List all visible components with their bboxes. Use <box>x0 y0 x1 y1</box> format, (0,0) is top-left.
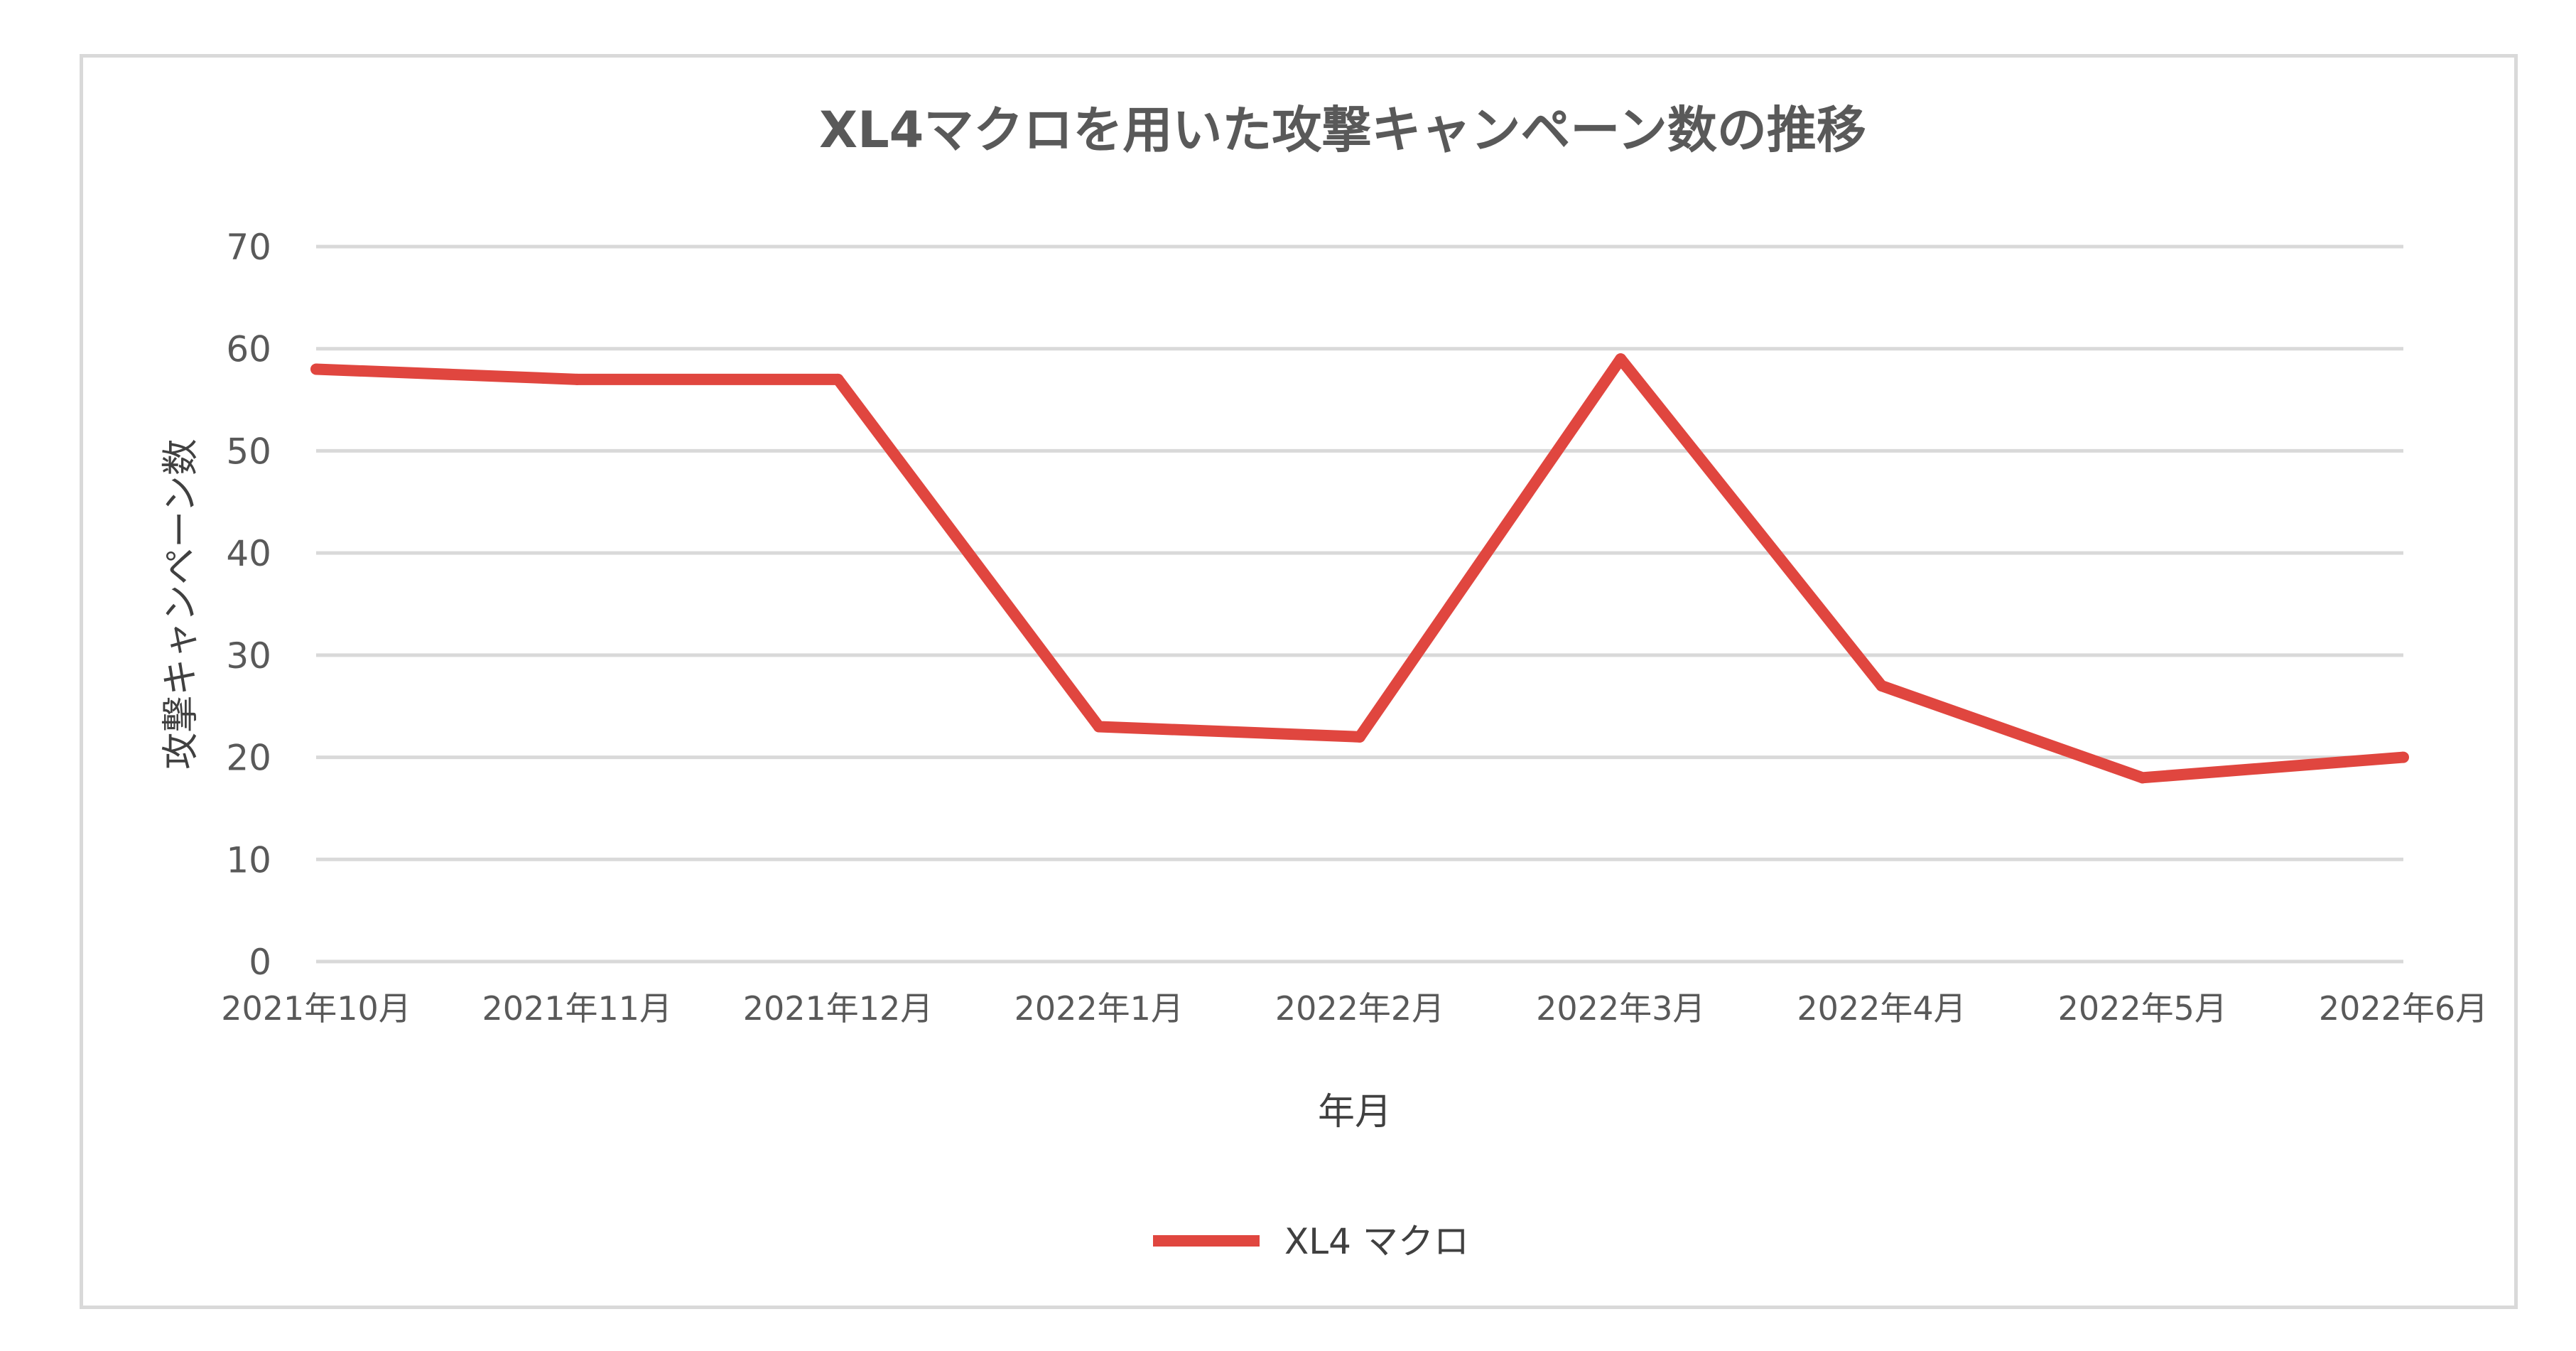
legend-label: XL4 マクロ <box>1284 1221 1469 1262</box>
data-point <box>310 363 322 375</box>
y-tick-label: 60 <box>226 329 271 370</box>
data-point <box>1615 353 1627 365</box>
y-axis-ticks: 0 10 20 30 40 50 60 70 <box>226 227 271 983</box>
legend: XL4 マクロ <box>1153 1221 1469 1262</box>
x-tick-label: 2021年12月 <box>743 989 933 1028</box>
x-tick-label: 2022年4月 <box>1797 989 1966 1028</box>
series-line <box>315 353 2404 784</box>
y-tick-label: 0 <box>249 942 271 983</box>
x-tick-label: 2022年3月 <box>1536 989 1705 1028</box>
data-point <box>2136 772 2148 784</box>
y-tick-label: 30 <box>226 635 271 677</box>
x-tick-label: 2022年2月 <box>1275 989 1444 1028</box>
y-tick-label: 70 <box>226 227 271 268</box>
x-tick-label: 2022年1月 <box>1014 989 1184 1028</box>
chart-title: XL4マクロを用いた攻撃キャンペーン数の推移 <box>819 101 1866 159</box>
data-point <box>2398 751 2409 763</box>
series-layer <box>310 353 2409 784</box>
x-axis-label: 年月 <box>1318 1091 1392 1134</box>
data-point <box>1876 679 1888 691</box>
chart-frame <box>80 54 2518 1309</box>
data-point <box>832 373 844 385</box>
x-axis-ticks: 2021年10月 2021年11月 2021年12月 2022年1月 2022年2月 20… <box>221 989 2488 1028</box>
y-tick-label: 50 <box>226 431 271 472</box>
y-tick-label: 20 <box>226 738 271 779</box>
gridlines <box>316 244 2403 964</box>
y-axis-label: 攻撃キャンペーン数 <box>160 438 202 769</box>
x-tick-label: 2021年11月 <box>482 989 672 1028</box>
data-point <box>571 373 583 385</box>
y-tick-label: 40 <box>226 533 271 574</box>
data-point <box>1354 731 1365 743</box>
y-tick-label: 10 <box>226 839 271 881</box>
x-tick-label: 2021年10月 <box>221 989 411 1028</box>
x-tick-label: 2022年5月 <box>2058 989 2227 1028</box>
data-point <box>1093 721 1105 733</box>
x-tick-label: 2022年6月 <box>2319 989 2488 1028</box>
